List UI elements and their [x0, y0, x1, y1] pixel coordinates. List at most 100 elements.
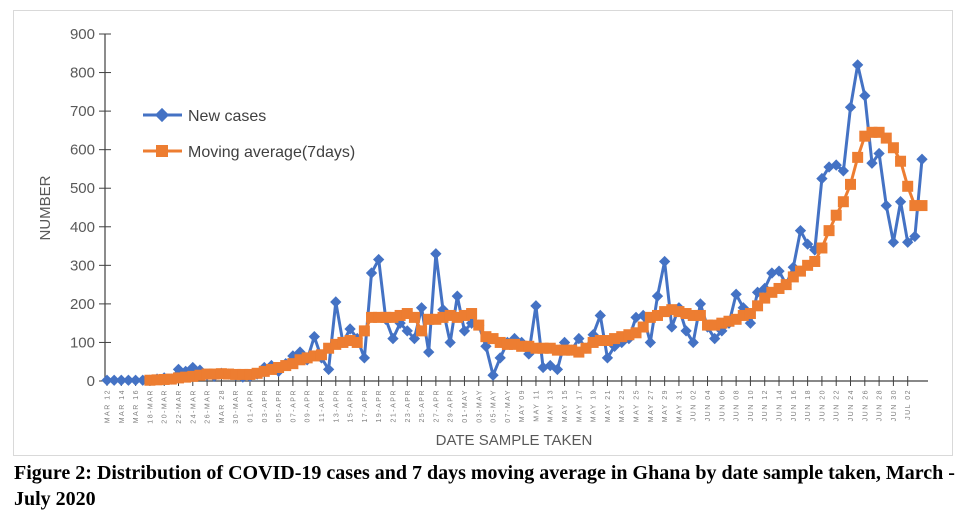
x-tick-label: MAY 19 — [591, 389, 598, 422]
x-tick-label: MAY 17 — [576, 389, 583, 422]
x-tick-label: MAY 27 — [648, 389, 655, 422]
moving-average-point — [366, 311, 378, 323]
y-tick-label: 200 — [70, 296, 95, 313]
x-tick-label: JUL 02 — [905, 389, 912, 420]
x-axis: MAR 12 MAR 14 MAR 16 18-MAR 20-MAR 22-MAR 24-M… — [105, 376, 928, 424]
new-cases-point — [401, 325, 413, 337]
moving-average-point — [230, 368, 242, 380]
new-cases-point — [730, 288, 742, 300]
x-tick-label: JUN 18 — [805, 389, 812, 421]
moving-average-point — [752, 300, 764, 312]
x-tick-label: 23-APR — [405, 389, 412, 423]
x-tick-label: JUN 06 — [719, 389, 726, 421]
x-tick-label: JUN 20 — [819, 389, 826, 421]
x-tick-label: JUN 26 — [862, 389, 869, 421]
moving-average-point — [759, 292, 771, 304]
new-cases-point — [458, 325, 471, 337]
moving-average-point — [880, 132, 892, 144]
x-tick-label: 20-MAR — [162, 389, 169, 424]
y-tick-label: 600 — [70, 142, 95, 159]
moving-average-point — [887, 142, 899, 154]
moving-average-point — [451, 311, 463, 323]
y-tick-label: 700 — [70, 103, 95, 120]
moving-average-point — [387, 311, 399, 323]
legend-item-moving-average: Moving average(7days) — [143, 144, 355, 161]
new-cases-point — [387, 332, 399, 345]
moving-average-point — [902, 180, 914, 192]
new-cases-point — [873, 147, 885, 160]
y-tick-label: 300 — [70, 257, 95, 274]
new-cases-point — [129, 374, 142, 386]
square-marker-icon — [156, 145, 168, 157]
new-cases-point — [794, 224, 807, 237]
x-tick-label: MAY 29 — [662, 389, 669, 422]
moving-average-point — [251, 367, 263, 379]
moving-average-point — [601, 335, 613, 347]
moving-average-point — [416, 325, 428, 337]
moving-average-point — [809, 255, 821, 267]
new-cases-point — [601, 352, 614, 364]
new-cases-point — [594, 309, 606, 322]
moving-average-point — [909, 200, 921, 212]
new-cases-point — [830, 159, 842, 171]
y-tick-label: 900 — [70, 26, 95, 43]
x-tick-label: 13-APR — [333, 389, 340, 423]
moving-average-point — [401, 308, 413, 320]
y-tick-label: 0 — [87, 373, 95, 390]
x-tick-label: 27-APR — [433, 389, 440, 423]
x-axis-title: DATE SAMPLE TAKEN — [436, 432, 593, 449]
moving-average-point — [895, 155, 907, 167]
moving-average-point — [373, 311, 385, 323]
moving-average-point — [458, 309, 470, 321]
x-tick-label: 05-MAY — [491, 389, 498, 423]
x-tick-label: MAY 11 — [533, 389, 540, 422]
moving-average-point — [501, 338, 513, 350]
new-cases-point — [551, 363, 564, 376]
legend: New cases Moving average(7days) — [143, 107, 355, 161]
moving-average-point — [380, 311, 392, 323]
moving-average-point — [437, 311, 449, 323]
moving-average-point — [587, 336, 599, 348]
moving-average-point — [916, 200, 928, 212]
moving-average-point — [308, 350, 320, 362]
moving-average-point — [716, 317, 728, 329]
moving-average-point — [509, 338, 520, 350]
new-cases-point — [451, 290, 463, 302]
figure-caption: Figure 2: Distribution of COVID-19 cases… — [14, 462, 955, 510]
moving-average-point — [273, 362, 285, 374]
moving-average-point — [344, 335, 356, 347]
moving-average-point — [837, 196, 849, 208]
new-cases-point — [880, 199, 892, 212]
x-tick-label: 26-MAR — [205, 389, 212, 424]
moving-average-point — [559, 344, 571, 356]
moving-average-point — [194, 369, 206, 381]
new-cases-point — [487, 369, 499, 381]
new-cases-point — [415, 302, 428, 314]
moving-average-point — [151, 374, 163, 386]
moving-average-point — [730, 313, 742, 325]
moving-average-point — [430, 313, 442, 325]
new-cases-point — [801, 238, 814, 250]
new-cases-point — [709, 332, 721, 345]
moving-average-point — [816, 242, 828, 254]
moving-average-point — [280, 360, 292, 372]
new-cases-point — [816, 172, 828, 185]
moving-average-point — [144, 374, 156, 386]
new-cases-point — [687, 336, 699, 349]
x-tick-label: 21-APR — [390, 389, 397, 423]
moving-average-point — [794, 265, 806, 277]
moving-average-point — [187, 370, 199, 382]
moving-average-point — [423, 313, 435, 325]
moving-average-point — [694, 309, 706, 321]
new-cases-point — [859, 90, 871, 102]
new-cases-point — [837, 165, 850, 177]
moving-average-point — [780, 279, 792, 291]
x-tick-label: 11-APR — [319, 389, 326, 422]
moving-average-point — [830, 209, 842, 221]
moving-average-point — [466, 308, 478, 320]
y-tick-label: 100 — [70, 334, 95, 351]
moving-average-point — [866, 126, 878, 138]
moving-average-point — [859, 130, 871, 142]
x-tick-label: MAR 28 — [219, 389, 226, 423]
